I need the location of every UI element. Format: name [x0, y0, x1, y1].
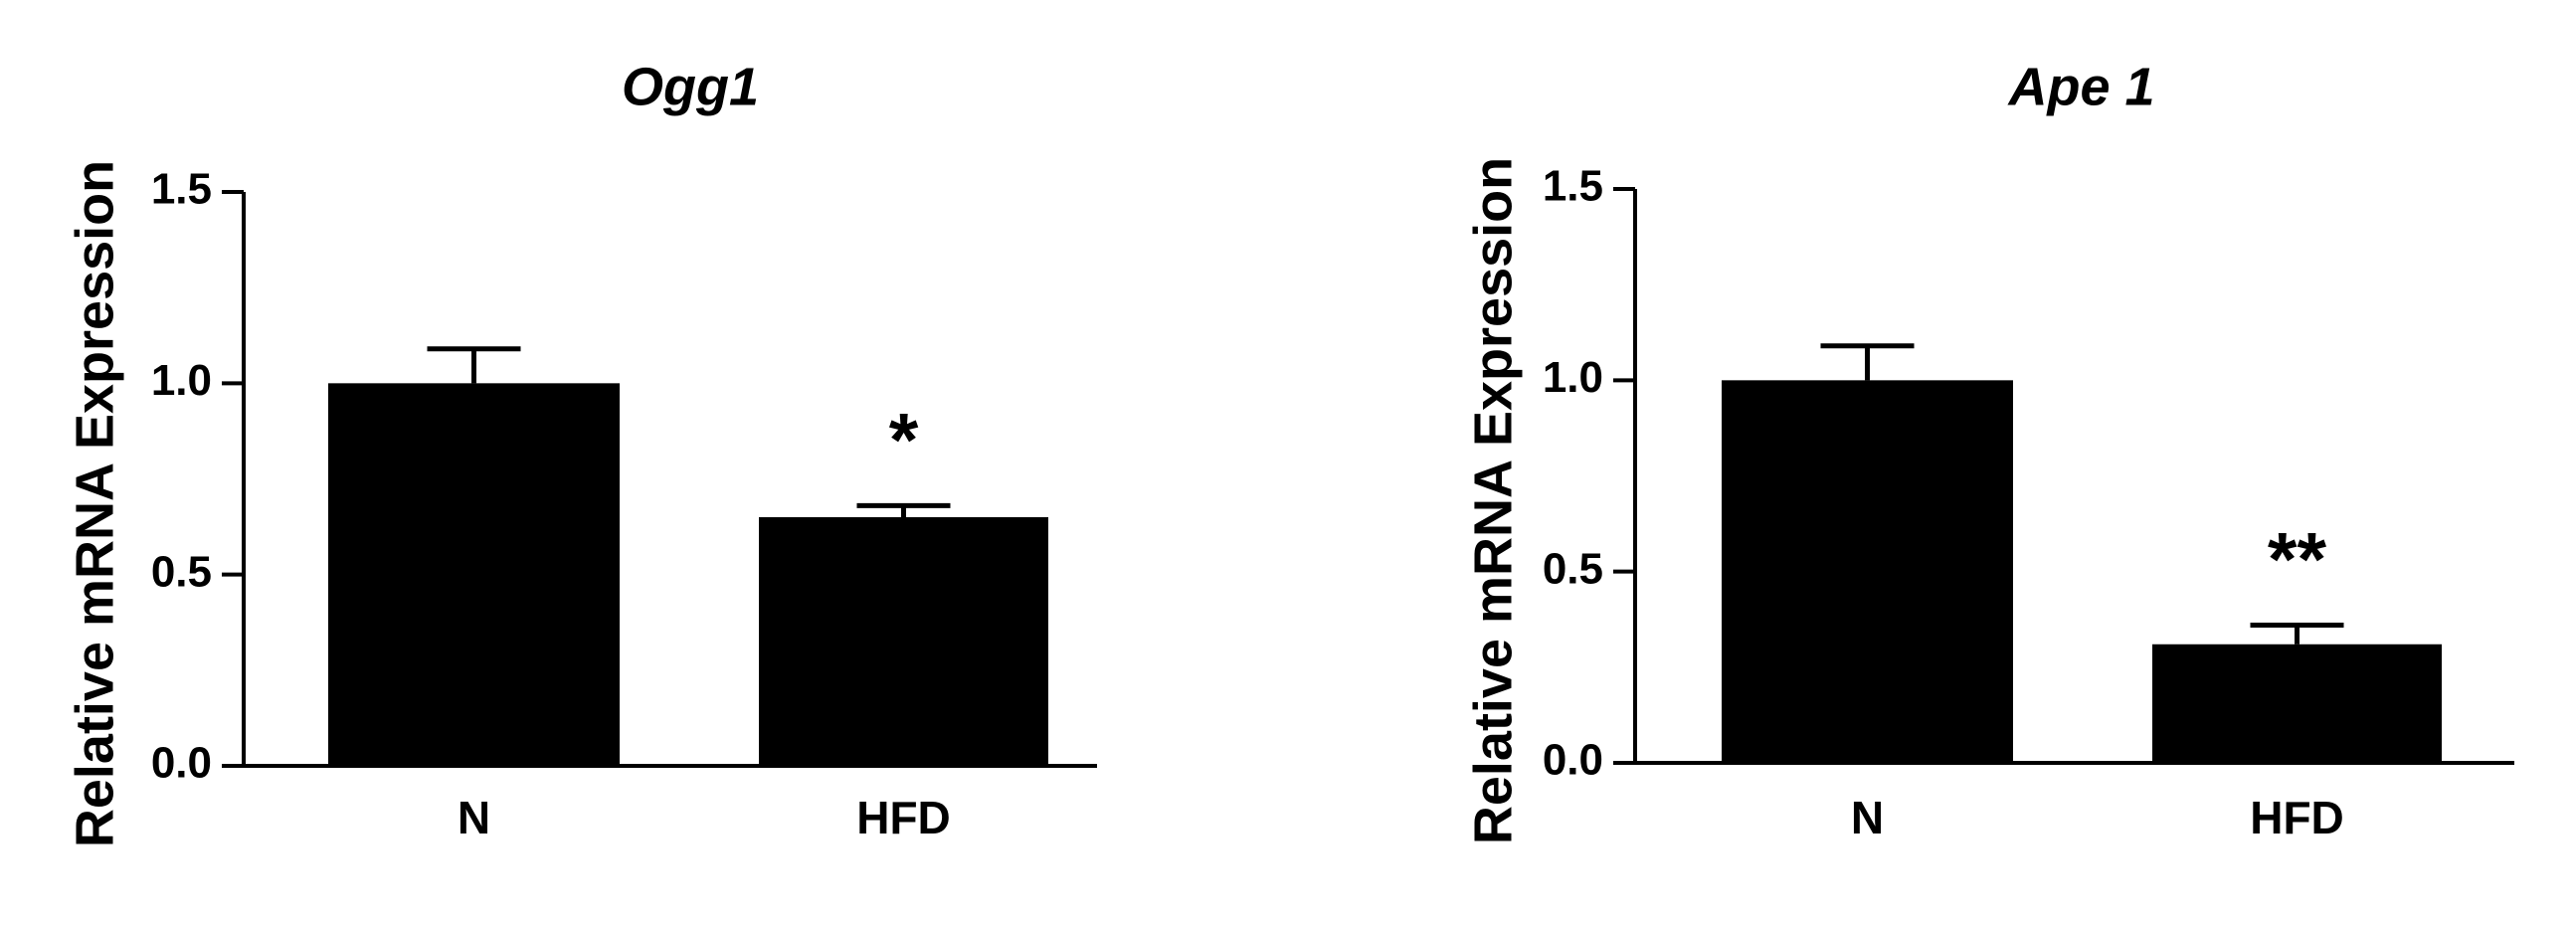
- bar: [328, 383, 620, 766]
- y-tick-label: 0.0: [1543, 736, 1603, 785]
- bar: [2152, 644, 2442, 763]
- y-tick-label: 1.5: [151, 165, 212, 214]
- bar: [759, 516, 1048, 766]
- bar: [1722, 380, 2013, 763]
- y-tick-label: 1.5: [1543, 162, 1603, 211]
- x-tick-label: N: [458, 792, 490, 843]
- error-bar: [427, 346, 521, 384]
- y-tick-label: 0.5: [1543, 544, 1603, 593]
- y-tick-label: 0.0: [151, 739, 212, 788]
- y-tick-label: 1.0: [151, 356, 212, 405]
- chart-title: Ogg1: [622, 57, 759, 116]
- y-tick-label: 1.0: [1543, 353, 1603, 402]
- x-tick-label: HFD: [2250, 792, 2344, 843]
- error-bar: [1820, 343, 1915, 381]
- significance-label: *: [889, 399, 919, 483]
- error-bar: [856, 502, 951, 517]
- significance-label: **: [2268, 518, 2327, 603]
- error-bar: [2250, 623, 2344, 645]
- chart-title: Ape 1: [2006, 57, 2154, 116]
- x-tick-label: HFD: [856, 792, 951, 843]
- y-axis-label: Relative mRNA Expression: [1463, 157, 1523, 844]
- x-tick-label: N: [1851, 792, 1884, 843]
- y-axis-label: Relative mRNA Expression: [65, 160, 124, 847]
- y-tick-label: 0.5: [151, 547, 212, 596]
